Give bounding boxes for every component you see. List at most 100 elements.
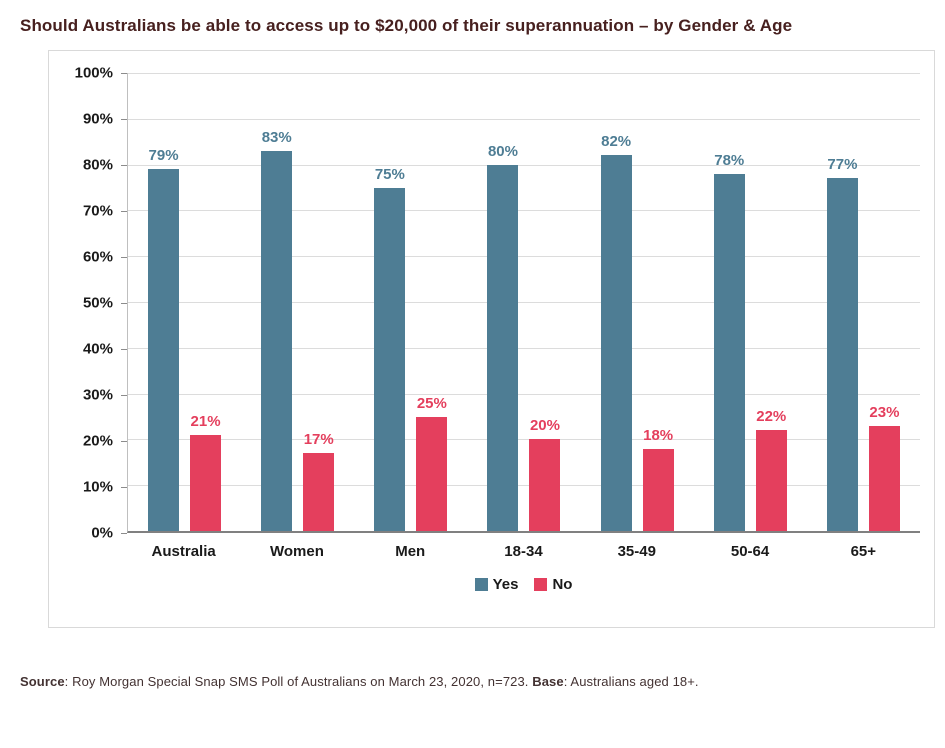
bar-value-label: 83%: [261, 128, 292, 146]
bar-value-label: 80%: [487, 142, 518, 160]
bar-value-label: 79%: [148, 147, 179, 165]
gridline: [128, 73, 920, 74]
gridline: [128, 256, 920, 258]
bar-value-label: 82%: [601, 133, 632, 151]
bar-wrap: 17%: [303, 73, 335, 531]
gridline: [128, 118, 920, 120]
y-axis-tick-label: 90%: [82, 110, 113, 128]
bar-yes: [826, 178, 858, 531]
bar-no: [868, 425, 900, 531]
x-axis-category-label: Men: [395, 543, 426, 560]
bar-no: [642, 448, 674, 531]
page: Should Australians be able to access up …: [0, 16, 945, 748]
bar-value-label: 21%: [190, 412, 221, 430]
y-axis-tick-mark: [121, 533, 127, 534]
bar-wrap: 18%: [642, 73, 674, 531]
x-axis-category-label: 35-49: [617, 543, 656, 560]
bar-wrap: 78%: [713, 73, 745, 531]
bar-value-label: 23%: [869, 403, 900, 421]
y-axis-tick-label: 50%: [82, 294, 113, 312]
legend-item-yes: Yes: [474, 576, 519, 593]
bar-yes: [487, 164, 519, 531]
bar-value-label: 75%: [374, 165, 405, 183]
bar-wrap: 77%: [826, 73, 858, 531]
bar-wrap: 83%: [261, 73, 293, 531]
y-axis-tick-label: 20%: [82, 432, 113, 450]
bar-no: [529, 439, 561, 531]
bar-value-label: 77%: [827, 156, 858, 174]
gridline: [128, 393, 920, 395]
y-axis-tick-label: 100%: [74, 64, 113, 82]
chart-title: Should Australians be able to access up …: [20, 16, 793, 35]
bar-yes: [374, 187, 406, 531]
bar-yes: [261, 150, 293, 531]
bar-group: 83% 17%: [241, 73, 354, 531]
base-label: Base: [532, 674, 564, 689]
legend-swatch-yes: [474, 578, 488, 591]
base-text: : Australians aged 18+.: [563, 674, 699, 689]
x-axis-category-label: 18-34: [504, 543, 543, 560]
y-axis-tick-mark: [121, 349, 127, 350]
plot-area: 79% 21% 83% 17% 75% 25% 80% 20% 82% 18% 78% 22% 77% 2…: [127, 73, 920, 533]
bar-wrap: 23%: [868, 73, 900, 531]
y-axis-tick-mark: [121, 165, 127, 166]
source-note: Source: Roy Morgan Special Snap SMS Poll…: [20, 674, 925, 689]
bar-value-label: 18%: [643, 426, 674, 444]
y-axis-tick-mark: [121, 119, 127, 120]
bar-value-label: 17%: [303, 431, 334, 449]
y-axis-tick-label: 0%: [91, 524, 113, 542]
x-axis-category-label: 65+: [850, 543, 877, 560]
bar-value-label: 25%: [416, 394, 447, 412]
source-label: Source: [20, 674, 65, 689]
y-axis: 100% 90% 80% 70% 60% 50% 40% 30% 20% 10% 0%: [59, 65, 127, 542]
y-axis-tick-mark: [121, 211, 127, 212]
bar-group: 80% 20%: [467, 73, 580, 531]
source-text: : Roy Morgan Special Snap SMS Poll of Au…: [64, 674, 533, 689]
bar-value-label: 22%: [756, 408, 787, 426]
x-axis-category-label: Australia: [151, 543, 216, 560]
legend-item-no: No: [534, 576, 572, 593]
bar-no: [416, 416, 448, 531]
bar-wrap: 20%: [529, 73, 561, 531]
x-axis-category-label: Women: [269, 543, 324, 560]
y-axis-tick-mark: [121, 441, 127, 442]
bar-wrap: 82%: [600, 73, 632, 531]
y-axis-tick-mark: [121, 487, 127, 488]
legend-label: Yes: [492, 576, 519, 593]
y-axis-tick-label: 70%: [82, 202, 113, 220]
bar-value-label: 78%: [714, 151, 745, 169]
gridline: [128, 302, 920, 303]
y-axis-tick-label: 80%: [82, 156, 113, 174]
bar-wrap: 22%: [755, 73, 787, 531]
x-axis-labels: Australia Women Men 18-34 35-49 50-64 65+: [127, 543, 920, 560]
bar-yes: [600, 155, 632, 531]
bar-wrap: 75%: [374, 73, 406, 531]
y-axis-tick-label: 30%: [82, 386, 113, 404]
y-axis-tick-label: 10%: [82, 478, 113, 496]
bar-group: 75% 25%: [354, 73, 467, 531]
y-axis-tick-mark: [121, 303, 127, 304]
bar-yes: [713, 173, 745, 531]
legend-swatch-no: [534, 578, 548, 591]
bar-group: 79% 21%: [128, 73, 241, 531]
y-axis-tick-mark: [121, 73, 127, 74]
gridline: [128, 210, 920, 212]
gridline: [128, 164, 920, 166]
legend-label: No: [552, 576, 573, 593]
plot-row: 100% 90% 80% 70% 60% 50% 40% 30% 20% 10% 0% 79% 21%…: [59, 65, 920, 542]
y-axis-tick-label: 60%: [82, 248, 113, 266]
bar-no: [755, 430, 787, 531]
bar-no: [190, 434, 222, 531]
chart-panel: 100% 90% 80% 70% 60% 50% 40% 30% 20% 10% 0% 79% 21%…: [48, 50, 935, 628]
bar-group: 77% 23%: [807, 73, 920, 531]
bar-value-label: 20%: [529, 417, 560, 435]
bar-wrap: 21%: [190, 73, 222, 531]
gridline: [128, 485, 920, 487]
bar-wrap: 80%: [487, 73, 519, 531]
bar-yes: [148, 169, 180, 531]
y-axis-tick-mark: [121, 395, 127, 396]
gridline: [128, 347, 920, 349]
bar-group: 82% 18%: [581, 73, 694, 531]
gridline: [128, 439, 920, 441]
bar-no: [303, 453, 335, 531]
